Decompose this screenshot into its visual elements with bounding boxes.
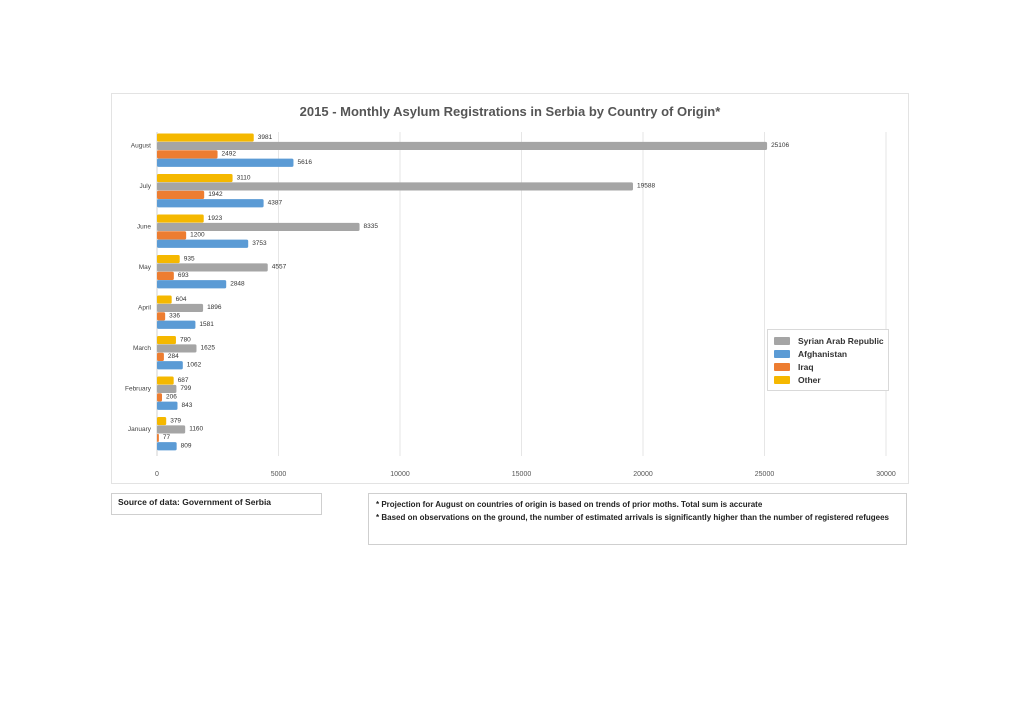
data-label: 1062: [187, 361, 202, 368]
chart-frame: 2015 - Monthly Asylum Registrations in S…: [111, 93, 909, 484]
legend-item: Afghanistan: [774, 348, 847, 360]
legend-swatch: [774, 363, 790, 371]
bar: [157, 133, 254, 142]
category-label: June: [137, 223, 151, 230]
x-tick-label: 25000: [755, 471, 775, 478]
bar: [157, 254, 180, 264]
bar: [157, 239, 249, 248]
bar: [157, 303, 204, 313]
data-label: 604: [176, 296, 187, 303]
bar: [157, 214, 204, 223]
bar: [157, 271, 174, 280]
bar: [157, 190, 205, 199]
data-label: 2492: [222, 151, 237, 158]
data-label: 77: [163, 434, 171, 441]
data-label: 8335: [364, 223, 379, 230]
bar: [157, 150, 218, 159]
footnote-observations: * Based on observations on the ground, t…: [376, 513, 889, 522]
data-label: 2848: [230, 280, 245, 287]
bar: [157, 280, 227, 289]
legend-label: Syrian Arab Republic: [798, 336, 884, 346]
bar: [157, 433, 159, 442]
x-tick-label: 30000: [876, 471, 896, 478]
bar: [157, 352, 164, 361]
data-label: 19588: [637, 183, 655, 190]
x-tick-label: 10000: [390, 471, 410, 478]
legend-swatch: [774, 337, 790, 345]
data-label: 1160: [189, 426, 203, 433]
data-label: 1581: [199, 321, 214, 328]
data-label: 3981: [258, 134, 273, 141]
data-label: 25106: [771, 142, 789, 149]
bar: [157, 416, 167, 426]
data-label: 3110: [237, 174, 251, 181]
bar: [157, 231, 187, 240]
bar: [157, 141, 768, 151]
bar: [157, 376, 174, 385]
category-label: February: [125, 385, 152, 392]
legend-item: Syrian Arab Republic: [774, 335, 884, 347]
data-label: 1896: [207, 304, 222, 311]
data-label: 780: [180, 336, 191, 343]
data-label: 5616: [297, 159, 312, 166]
data-label: 687: [178, 377, 189, 384]
category-label: July: [139, 183, 151, 190]
data-label: 1942: [208, 191, 223, 198]
data-label: 843: [181, 402, 192, 409]
bar: [157, 401, 178, 410]
source-note: Source of data: Government of Serbia: [111, 493, 322, 515]
x-tick-label: 5000: [271, 471, 287, 478]
x-tick-label: 15000: [512, 471, 532, 478]
bar: [157, 222, 360, 232]
data-label: 4557: [272, 264, 287, 271]
data-label: 284: [168, 353, 179, 360]
footnote-projection: * Projection for August on countries of …: [376, 500, 763, 509]
data-label: 336: [169, 313, 180, 320]
legend-label: Other: [798, 375, 821, 385]
bar: [157, 344, 197, 353]
legend-swatch: [774, 350, 790, 358]
data-label: 809: [181, 442, 192, 449]
bar: [157, 312, 166, 321]
legend-label: Afghanistan: [798, 349, 848, 359]
bar: [157, 384, 177, 394]
bar: [157, 182, 633, 191]
category-label: January: [128, 426, 152, 433]
category-label: August: [131, 142, 151, 149]
bar: [157, 393, 163, 402]
bar: [157, 173, 233, 183]
category-label: May: [139, 264, 152, 271]
category-label: March: [133, 345, 151, 352]
chart-title: 2015 - Monthly Asylum Registrations in S…: [299, 104, 721, 119]
bar: [157, 361, 183, 370]
data-label: 206: [166, 394, 177, 401]
bar: [157, 199, 264, 208]
data-label: 379: [170, 417, 181, 424]
x-tick-label: 0: [155, 471, 159, 478]
legend-item: Other: [774, 374, 821, 386]
bar: [157, 335, 176, 345]
legend-swatch: [774, 376, 790, 384]
data-label: 1625: [200, 345, 215, 352]
chart-legend: Syrian Arab Republic Afghanistan Iraq Other: [767, 329, 889, 391]
bar: [157, 442, 177, 451]
category-label: April: [138, 304, 152, 311]
bar: [157, 295, 172, 304]
bar: [157, 158, 294, 167]
bar: [157, 425, 186, 434]
data-label: 4387: [268, 199, 283, 206]
footnotes: * Projection for August on countries of …: [368, 493, 907, 545]
data-label: 935: [184, 255, 195, 262]
bar: [157, 263, 268, 272]
bar-chart-svg: 0 5000 10000 15000 20000 25000 30000 3981 25106 2…: [125, 132, 896, 478]
data-label: 693: [178, 272, 189, 279]
data-label: 3753: [252, 240, 267, 247]
data-label: 1923: [208, 215, 223, 222]
data-label: 1200: [190, 232, 205, 239]
legend-label: Iraq: [798, 362, 814, 372]
data-label: 799: [180, 385, 191, 392]
x-tick-label: 20000: [633, 471, 653, 478]
legend-item: Iraq: [774, 361, 814, 373]
bar: [157, 320, 196, 329]
